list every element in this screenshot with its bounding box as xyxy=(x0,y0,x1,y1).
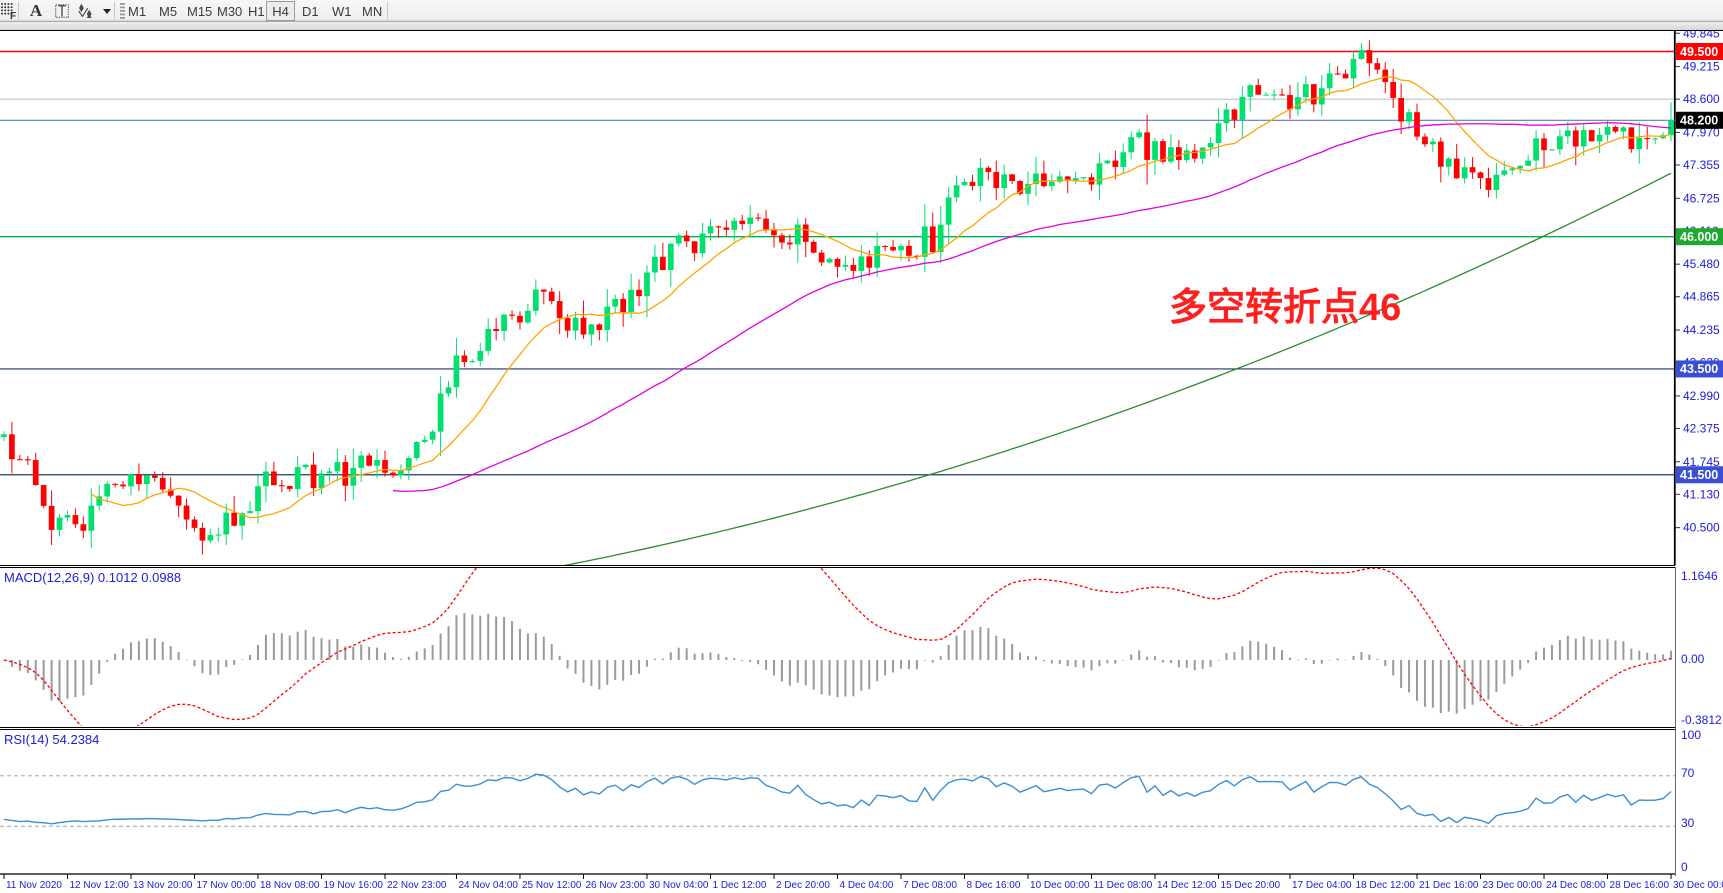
svg-text:30: 30 xyxy=(1681,816,1695,830)
svg-text:49.845: 49.845 xyxy=(1683,31,1720,40)
svg-text:44.235: 44.235 xyxy=(1683,323,1720,337)
svg-text:18 Dec 12:00: 18 Dec 12:00 xyxy=(1355,880,1415,891)
svg-text:28 Dec 16:00: 28 Dec 16:00 xyxy=(1610,880,1670,891)
svg-text:18 Nov 08:00: 18 Nov 08:00 xyxy=(260,880,320,891)
svg-text:25 Nov 12:00: 25 Nov 12:00 xyxy=(522,880,582,891)
svg-text:0: 0 xyxy=(1681,860,1688,874)
svg-text:21 Dec 16:00: 21 Dec 16:00 xyxy=(1419,880,1479,891)
svg-text:42.375: 42.375 xyxy=(1683,421,1720,435)
svg-text:-0.3812: -0.3812 xyxy=(1681,713,1722,727)
svg-text:43.500: 43.500 xyxy=(1680,362,1718,376)
svg-text:41.500: 41.500 xyxy=(1680,468,1718,482)
svg-text:8 Dec 16:00: 8 Dec 16:00 xyxy=(967,880,1021,891)
svg-text:26 Nov 23:00: 26 Nov 23:00 xyxy=(585,880,645,891)
svg-text:24 Nov 04:00: 24 Nov 04:00 xyxy=(458,880,518,891)
svg-text:10 Dec 00:00: 10 Dec 00:00 xyxy=(1030,880,1090,891)
svg-text:46.725: 46.725 xyxy=(1683,191,1720,205)
svg-text:22 Nov 23:00: 22 Nov 23:00 xyxy=(387,880,447,891)
svg-text:1.1646: 1.1646 xyxy=(1681,569,1718,583)
svg-text:48.200: 48.200 xyxy=(1680,114,1718,128)
svg-text:40.500: 40.500 xyxy=(1683,521,1720,535)
svg-text:19 Nov 16:00: 19 Nov 16:00 xyxy=(324,880,384,891)
svg-text:41.130: 41.130 xyxy=(1683,487,1720,501)
svg-text:13 Nov 20:00: 13 Nov 20:00 xyxy=(133,880,193,891)
svg-text:1 Dec 12:00: 1 Dec 12:00 xyxy=(712,880,766,891)
svg-text:49.500: 49.500 xyxy=(1680,45,1718,59)
svg-text:11 Dec 08:00: 11 Dec 08:00 xyxy=(1094,880,1153,891)
svg-text:7 Dec 08:00: 7 Dec 08:00 xyxy=(903,880,957,891)
svg-text:49.215: 49.215 xyxy=(1683,60,1720,74)
svg-text:48.600: 48.600 xyxy=(1683,92,1720,106)
svg-text:30 Nov 04:00: 30 Nov 04:00 xyxy=(649,880,709,891)
svg-text:100: 100 xyxy=(1681,728,1701,742)
svg-text:44.865: 44.865 xyxy=(1683,290,1720,304)
svg-text:2 Dec 20:00: 2 Dec 20:00 xyxy=(776,880,830,891)
svg-text:46.000: 46.000 xyxy=(1680,230,1718,244)
svg-text:4 Dec 04:00: 4 Dec 04:00 xyxy=(840,880,894,891)
svg-text:14 Dec 12:00: 14 Dec 12:00 xyxy=(1157,880,1217,891)
svg-text:30 Dec 00:00: 30 Dec 00:00 xyxy=(1673,880,1723,891)
svg-text:47.355: 47.355 xyxy=(1683,158,1720,172)
svg-text:42.990: 42.990 xyxy=(1683,389,1720,403)
svg-text:12 Nov 12:00: 12 Nov 12:00 xyxy=(69,880,129,891)
svg-text:23 Dec 00:00: 23 Dec 00:00 xyxy=(1483,880,1543,891)
svg-text:0.00: 0.00 xyxy=(1681,652,1705,666)
svg-text:24 Dec 08:00: 24 Dec 08:00 xyxy=(1546,880,1606,891)
svg-text:17 Dec 04:00: 17 Dec 04:00 xyxy=(1292,880,1352,891)
svg-text:70: 70 xyxy=(1681,766,1695,780)
svg-text:17 Nov 00:00: 17 Nov 00:00 xyxy=(196,880,256,891)
svg-text:11 Nov 2020: 11 Nov 2020 xyxy=(6,880,62,891)
svg-text:15 Dec 20:00: 15 Dec 20:00 xyxy=(1221,880,1281,891)
svg-text:45.480: 45.480 xyxy=(1683,257,1720,271)
